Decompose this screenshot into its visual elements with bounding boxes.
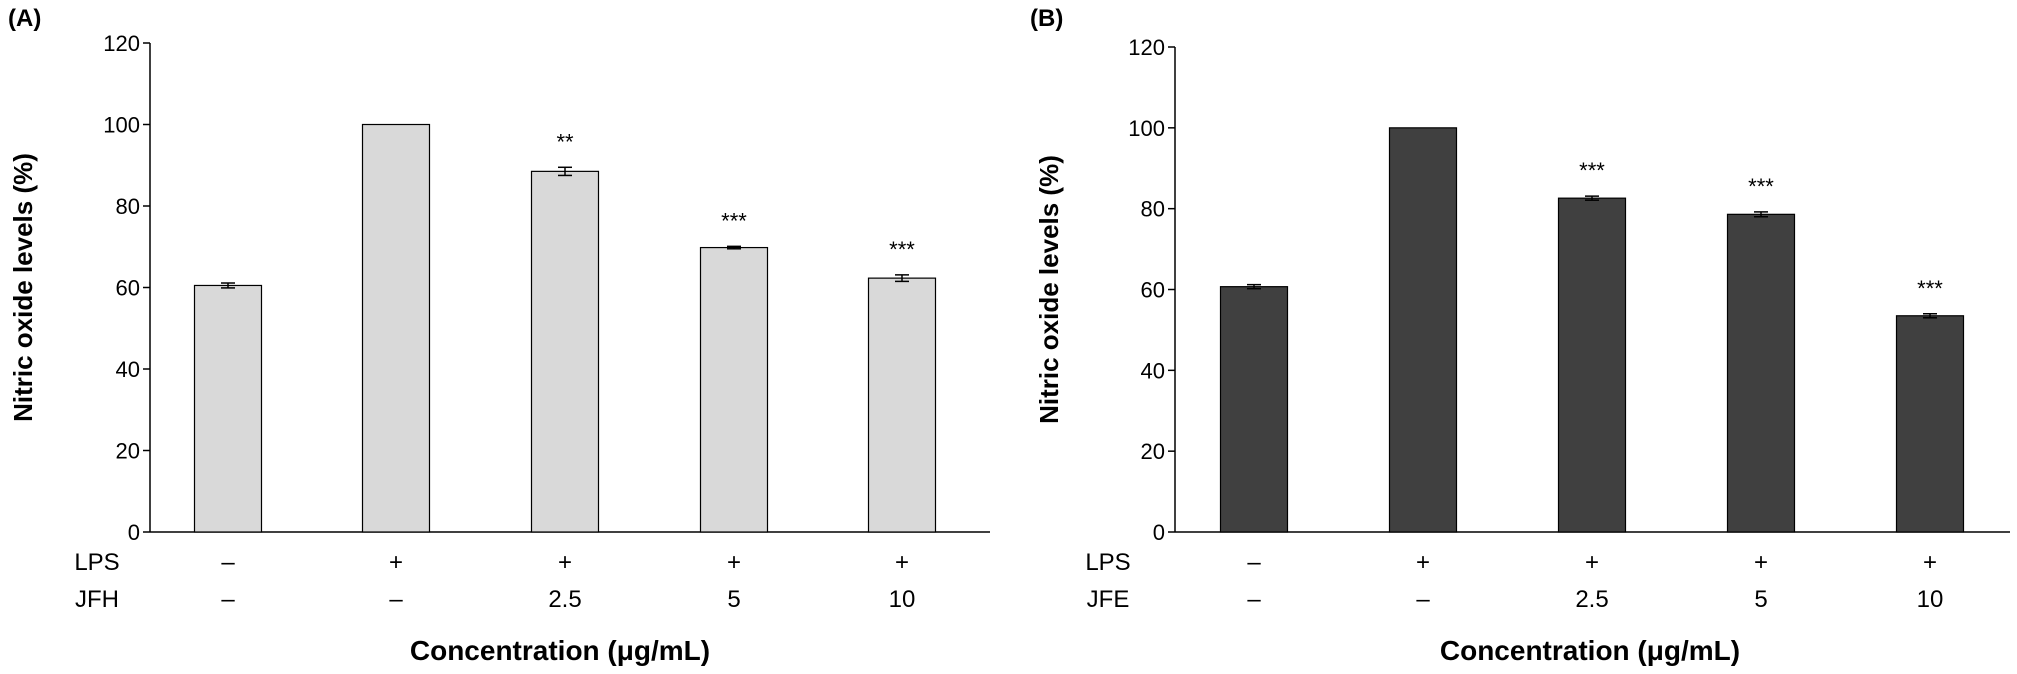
- y-axis-label: Nitric oxide levels (%): [8, 153, 38, 422]
- condition-row1-value: –: [221, 549, 235, 576]
- condition-row1-value: +: [1416, 549, 1430, 576]
- y-tick-label: 20: [1141, 439, 1165, 464]
- condition-row2-value: 5: [1754, 586, 1767, 613]
- y-tick-label: 80: [1141, 197, 1165, 222]
- condition-row2-value: –: [1247, 586, 1261, 613]
- row-label-lps: LPS: [74, 549, 119, 576]
- bar: [530, 170, 600, 533]
- bar: [867, 277, 937, 533]
- condition-row2-value: 2.5: [548, 586, 581, 613]
- y-tick-label: 100: [1128, 116, 1165, 141]
- y-tick-label: 120: [103, 31, 140, 56]
- panel-label: (A): [8, 5, 41, 32]
- y-tick-label: 100: [103, 113, 140, 138]
- x-axis-title: Concentration (μg/mL): [410, 635, 710, 666]
- significance-label: ***: [721, 208, 747, 233]
- chart-panel-b: (B) 0 20 40 60 80 100 120 Nitric oxide levels (%…: [1030, 5, 2010, 666]
- bar: [699, 246, 769, 533]
- condition-row2-value: 5: [727, 586, 740, 613]
- y-tick-label: 20: [116, 439, 140, 464]
- bar: [1895, 315, 1965, 533]
- y-tick-label: 40: [116, 357, 140, 382]
- y-tick-label: 80: [116, 194, 140, 219]
- y-tick-label: 60: [116, 276, 140, 301]
- panel-label: (B): [1030, 5, 1063, 32]
- y-tick-label: 0: [128, 520, 140, 545]
- y-tick-label: 0: [1153, 520, 1165, 545]
- bar: [1726, 213, 1796, 533]
- condition-row2-value: 10: [889, 586, 916, 613]
- y-tick-label: 120: [1128, 35, 1165, 60]
- bar: [1219, 286, 1289, 533]
- row-label-lps: LPS: [1085, 549, 1130, 576]
- row-label-treatment: JFH: [75, 586, 119, 613]
- condition-row1-value: +: [1585, 549, 1599, 576]
- condition-row2-value: 10: [1917, 586, 1944, 613]
- condition-row2-value: –: [1416, 586, 1430, 613]
- condition-row1-value: +: [895, 549, 909, 576]
- y-axis-label: Nitric oxide levels (%): [1034, 155, 1064, 424]
- significance-label: **: [556, 129, 574, 154]
- condition-row2-value: –: [389, 586, 403, 613]
- chart-panel-a: (A) 0 20 40 60 80 100 120 Nitric oxide levels (%…: [8, 5, 990, 666]
- x-axis-title: Concentration (μg/mL): [1440, 635, 1740, 666]
- condition-row1-value: +: [1754, 549, 1768, 576]
- bar: [1557, 197, 1627, 533]
- bar: [1388, 127, 1458, 533]
- condition-row2-value: 2.5: [1575, 586, 1608, 613]
- condition-row1-value: +: [389, 549, 403, 576]
- bar: [361, 123, 431, 533]
- significance-label: ***: [1579, 158, 1605, 183]
- bar: [193, 284, 263, 533]
- condition-row1-value: +: [558, 549, 572, 576]
- condition-row1-value: +: [727, 549, 741, 576]
- condition-row1-value: –: [1247, 549, 1261, 576]
- condition-row2-value: –: [221, 586, 235, 613]
- significance-label: ***: [1748, 174, 1774, 199]
- row-label-treatment: JFE: [1087, 586, 1130, 613]
- y-tick-label: 40: [1141, 358, 1165, 383]
- y-tick-label: 60: [1141, 278, 1165, 303]
- significance-label: ***: [889, 237, 915, 262]
- significance-label: ***: [1917, 276, 1943, 301]
- condition-row1-value: +: [1923, 549, 1937, 576]
